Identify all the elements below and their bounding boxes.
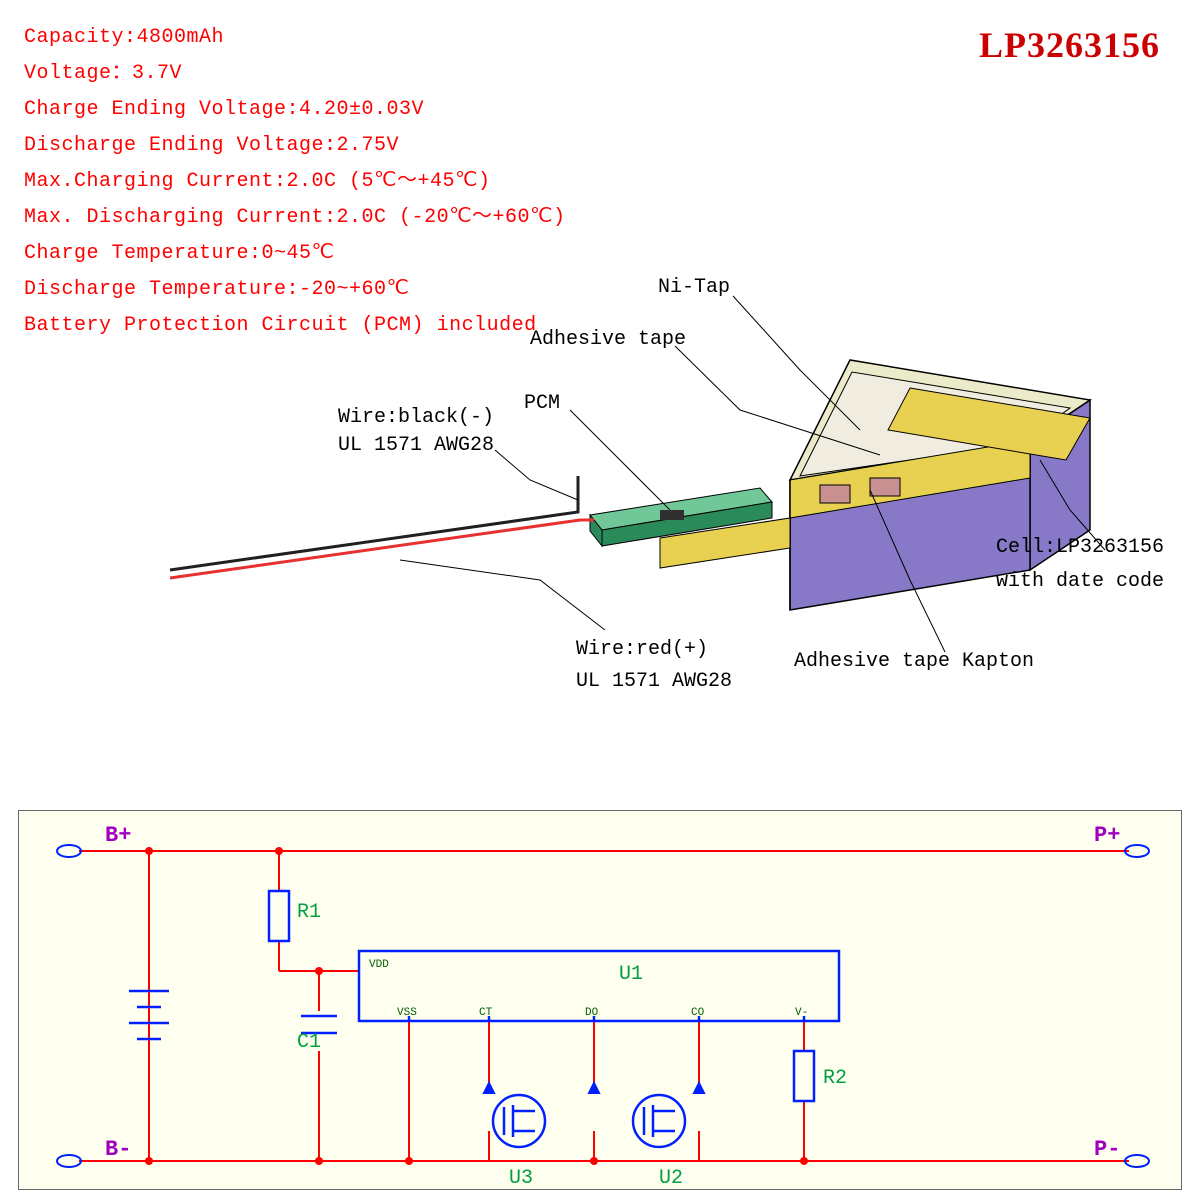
- ref-u2: U2: [659, 1167, 683, 1190]
- label-wire-black-spec: UL 1571 AWG28: [338, 434, 494, 457]
- ref-r1: R1: [297, 901, 321, 924]
- label-adhesive-tape: Adhesive tape: [530, 328, 686, 351]
- svg-text:CT: CT: [479, 1007, 493, 1019]
- label-cell: Cell:LP3263156: [996, 536, 1164, 559]
- spec-line: Capacity:4800mAh: [24, 20, 566, 56]
- ref-u1: U1: [619, 963, 643, 986]
- terminal-p-plus: P+: [1094, 823, 1120, 848]
- svg-text:V-: V-: [795, 1007, 808, 1019]
- ref-u3: U3: [509, 1167, 533, 1190]
- terminal-b-plus: B+: [105, 823, 131, 848]
- spec-line: Max. Discharging Current:2.0C (-20℃～+60℃…: [24, 200, 566, 236]
- spec-line: Charge Temperature:0~45℃: [24, 236, 566, 272]
- ref-r2: R2: [823, 1067, 847, 1090]
- label-wire-black: Wire:black(-): [338, 406, 494, 429]
- spec-line: Voltage：3.7V: [24, 56, 566, 92]
- terminal-p-minus: P-: [1094, 1137, 1120, 1162]
- pcm-schematic: B+ B- P+ P- R1 C1 U1 R2 U2 U3 VDD VSS CT…: [18, 810, 1182, 1190]
- spec-line: Max.Charging Current:2.0C (5℃～+45℃): [24, 164, 566, 200]
- svg-text:DO: DO: [585, 1007, 599, 1019]
- ref-c1: C1: [297, 1031, 321, 1054]
- label-kapton: Adhesive tape Kapton: [794, 650, 1034, 673]
- terminal-b-minus: B-: [105, 1137, 131, 1162]
- spec-line: Discharge Ending Voltage:2.75V: [24, 128, 566, 164]
- schematic-svg: B+ B- P+ P- R1 C1 U1 R2 U2 U3 VDD VSS CT…: [19, 811, 1183, 1191]
- label-ni-tap: Ni-Tap: [658, 276, 730, 299]
- label-cell-date: with date code: [996, 570, 1164, 593]
- spec-line: Charge Ending Voltage:4.20±0.03V: [24, 92, 566, 128]
- label-wire-red-spec: UL 1571 AWG28: [576, 670, 732, 693]
- label-pcm: PCM: [524, 392, 560, 415]
- label-wire-red: Wire:red(+): [576, 638, 708, 661]
- svg-text:CO: CO: [691, 1007, 705, 1019]
- svg-text:VSS: VSS: [397, 1007, 417, 1019]
- svg-text:VDD: VDD: [369, 959, 389, 971]
- battery-diagram: Ni-Tap Adhesive tape PCM Wire:black(-) U…: [100, 280, 1160, 740]
- part-number: LP3263156: [979, 24, 1160, 66]
